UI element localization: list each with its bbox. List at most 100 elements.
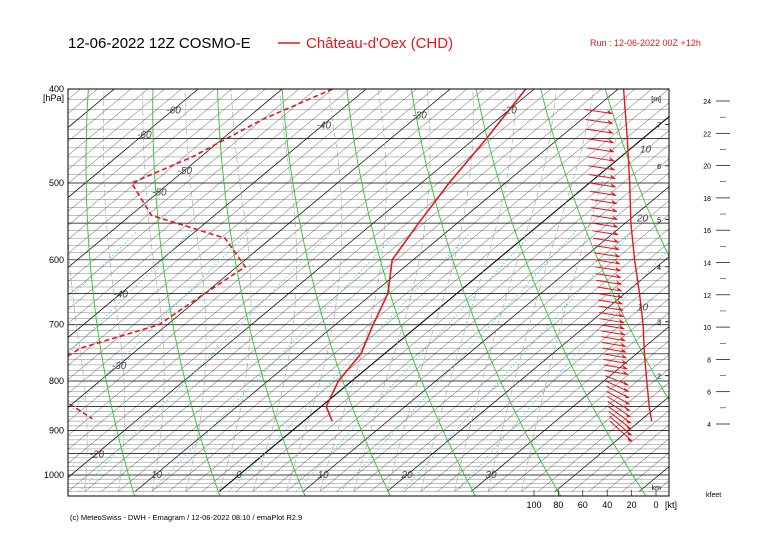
- isotherm: [185, 89, 669, 492]
- isotherm-bottom-label: 20: [400, 470, 413, 481]
- wind-arrowhead: [626, 425, 633, 430]
- kfeet-label: 14: [703, 261, 711, 268]
- wind-barb: [586, 128, 613, 134]
- moist-adiabat: [487, 89, 594, 492]
- isotherm: [723, 67, 766, 491]
- isotherm: [68, 89, 367, 338]
- wind-barb: [586, 138, 614, 144]
- wind-barb: [599, 318, 624, 324]
- wind-barb: [602, 353, 627, 359]
- height-axis-label: [m]: [651, 96, 661, 103]
- height-km-unit: km: [652, 485, 662, 492]
- wind-barb: [591, 222, 618, 228]
- kfeet-label: 6: [707, 390, 711, 397]
- isotherm-label: -40: [114, 290, 129, 301]
- isotherm: [68, 89, 501, 450]
- isotherm: [487, 340, 669, 492]
- isotherm: [68, 89, 233, 226]
- wind-barb: [587, 147, 614, 153]
- wind-arrowhead: [626, 431, 633, 436]
- wind-barb: [589, 182, 616, 188]
- wind-barb: [591, 214, 618, 220]
- isotherm: [252, 144, 669, 492]
- mixing-ratio-line: [68, 230, 250, 415]
- chart-title: 12-06-2022 12Z COSMO-E: [68, 35, 251, 52]
- wind-barb: [593, 245, 620, 251]
- dry-adiabat: [217, 89, 306, 496]
- isotherm: [68, 89, 199, 198]
- height-km-label: 2: [657, 374, 661, 381]
- wind-arrowhead: [623, 381, 629, 386]
- wind-speed-label: 20: [636, 214, 649, 225]
- wind-arrowhead: [608, 138, 615, 143]
- isotherm: [68, 89, 182, 184]
- isotherm: [420, 284, 669, 492]
- isotherm: [286, 172, 669, 492]
- wind-barb: [592, 230, 619, 236]
- wind-arrowhead: [609, 157, 616, 162]
- isotherm-label: -60: [166, 106, 181, 117]
- kfeet-label: 8: [707, 357, 711, 364]
- isotherm: [403, 270, 669, 492]
- isotherm: [757, 67, 766, 491]
- wind-barb: [600, 330, 625, 336]
- moist-adiabat: [286, 89, 343, 492]
- profile-layer: [68, 89, 527, 422]
- footer-credit: (c) MeteoSwiss - DWH - Emagram / 12-06-2…: [70, 513, 302, 522]
- mixing-ratio-line: [457, 247, 669, 492]
- isotherm: [554, 396, 669, 492]
- wind-arrowhead: [616, 273, 622, 278]
- dry-adiabat: [604, 89, 669, 258]
- mixing-ratio-line: [228, 230, 473, 492]
- wind-barb: [598, 305, 623, 311]
- isotherm-label: -50: [152, 187, 167, 198]
- mixing-ratio-line: [295, 230, 535, 492]
- wind-barb: [609, 420, 633, 442]
- wind-barb: [603, 358, 627, 364]
- height-km-label: 7: [657, 122, 661, 129]
- moist-adiabat: [103, 89, 125, 492]
- kfeet-axis: 24 22 20 18 16 14 12 10 8 6 4 kfeet: [703, 99, 730, 499]
- isotherm: [68, 89, 333, 310]
- wind-arrowhead: [609, 148, 615, 153]
- isotherm: [68, 89, 283, 268]
- dry-adiabat: [727, 67, 766, 499]
- wind-scale-unit: [kt]: [665, 500, 677, 510]
- height-km-label: 3: [657, 320, 661, 327]
- isotherm: [68, 89, 317, 296]
- wind-scale-label: 80: [553, 500, 563, 510]
- wind-arrowhead: [625, 412, 632, 418]
- moist-adiabat: [184, 89, 207, 492]
- wind-barb: [604, 369, 628, 375]
- dry-adiabat: [152, 89, 221, 496]
- wind-barb: [594, 252, 620, 258]
- isotherm: [0, 67, 39, 491]
- isotherm: [68, 89, 384, 352]
- isotherm: [740, 67, 766, 491]
- isotherm: [151, 89, 636, 492]
- pressure-axis-label: [hPa]: [43, 93, 64, 103]
- wind-arrowhead: [623, 387, 630, 392]
- isotherm-label: -30: [112, 361, 127, 372]
- wind-layer: [584, 88, 653, 442]
- wind-barb: [584, 109, 613, 115]
- dry-adiabat: [281, 89, 391, 496]
- isotherm: [538, 382, 669, 492]
- height-km-label: 5: [657, 217, 661, 224]
- kfeet-label: 16: [703, 228, 711, 235]
- isotherm-label: -50: [178, 166, 193, 177]
- isotherm: [68, 89, 535, 478]
- isotherm: [68, 89, 149, 156]
- wind-arrowhead: [611, 199, 618, 204]
- wind-barb: [590, 207, 617, 213]
- isotherm: [68, 89, 417, 380]
- pressure-tick-label: 900: [49, 426, 64, 436]
- pressure-tick-label: 700: [49, 320, 64, 330]
- kfeet-label: 20: [703, 164, 711, 171]
- isotherm: [68, 89, 451, 408]
- wind-arrowhead: [615, 259, 621, 265]
- isotherm: [68, 89, 300, 282]
- isotherm: [68, 89, 216, 212]
- wind-speed-label: 10: [637, 303, 649, 314]
- wind-barb: [596, 279, 622, 285]
